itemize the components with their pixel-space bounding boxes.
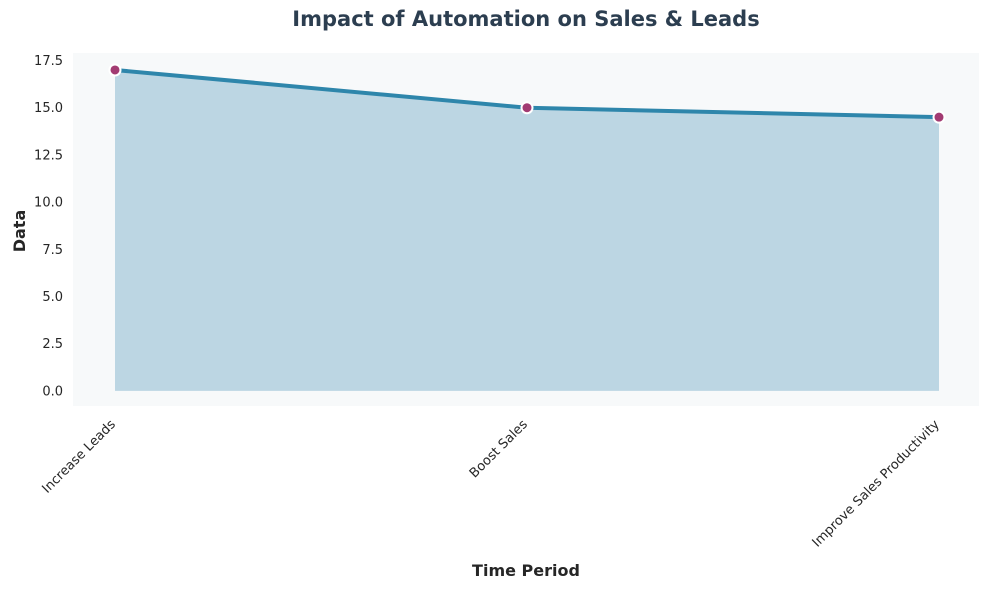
data-point-2 bbox=[520, 101, 534, 115]
data-point-3 bbox=[932, 110, 946, 124]
area-layer bbox=[115, 69, 939, 391]
marker-layer bbox=[108, 63, 946, 124]
y-tick-label-8: 17.5 bbox=[34, 54, 63, 69]
x-axis-label: Time Period bbox=[472, 561, 580, 580]
data-point-1 bbox=[108, 63, 122, 77]
x-axis-ticks: Increase Leads Boost Sales Improve Sales P… bbox=[40, 417, 944, 550]
area-fill bbox=[115, 69, 939, 391]
y-axis-ticks: 0.0 2.5 5.0 7.5 10.0 12.5 15.0 17.5 bbox=[34, 54, 63, 399]
x-tick-label-2: Boost Sales bbox=[467, 417, 531, 481]
x-tick-label-1: Increase Leads bbox=[40, 417, 119, 496]
y-tick-label-1: 0.0 bbox=[42, 384, 63, 399]
y-axis-label: Data bbox=[10, 210, 29, 253]
y-tick-label-6: 12.5 bbox=[34, 148, 63, 163]
y-tick-label-4: 7.5 bbox=[42, 243, 63, 258]
y-tick-label-2: 2.5 bbox=[42, 337, 63, 352]
y-tick-label-5: 10.0 bbox=[34, 196, 63, 211]
x-tick-label-3: Improve Sales Productivity bbox=[810, 417, 943, 550]
y-tick-label-3: 5.0 bbox=[42, 290, 63, 305]
y-tick-label-7: 15.0 bbox=[34, 101, 63, 116]
chart-title: Impact of Automation on Sales & Leads bbox=[292, 7, 759, 31]
